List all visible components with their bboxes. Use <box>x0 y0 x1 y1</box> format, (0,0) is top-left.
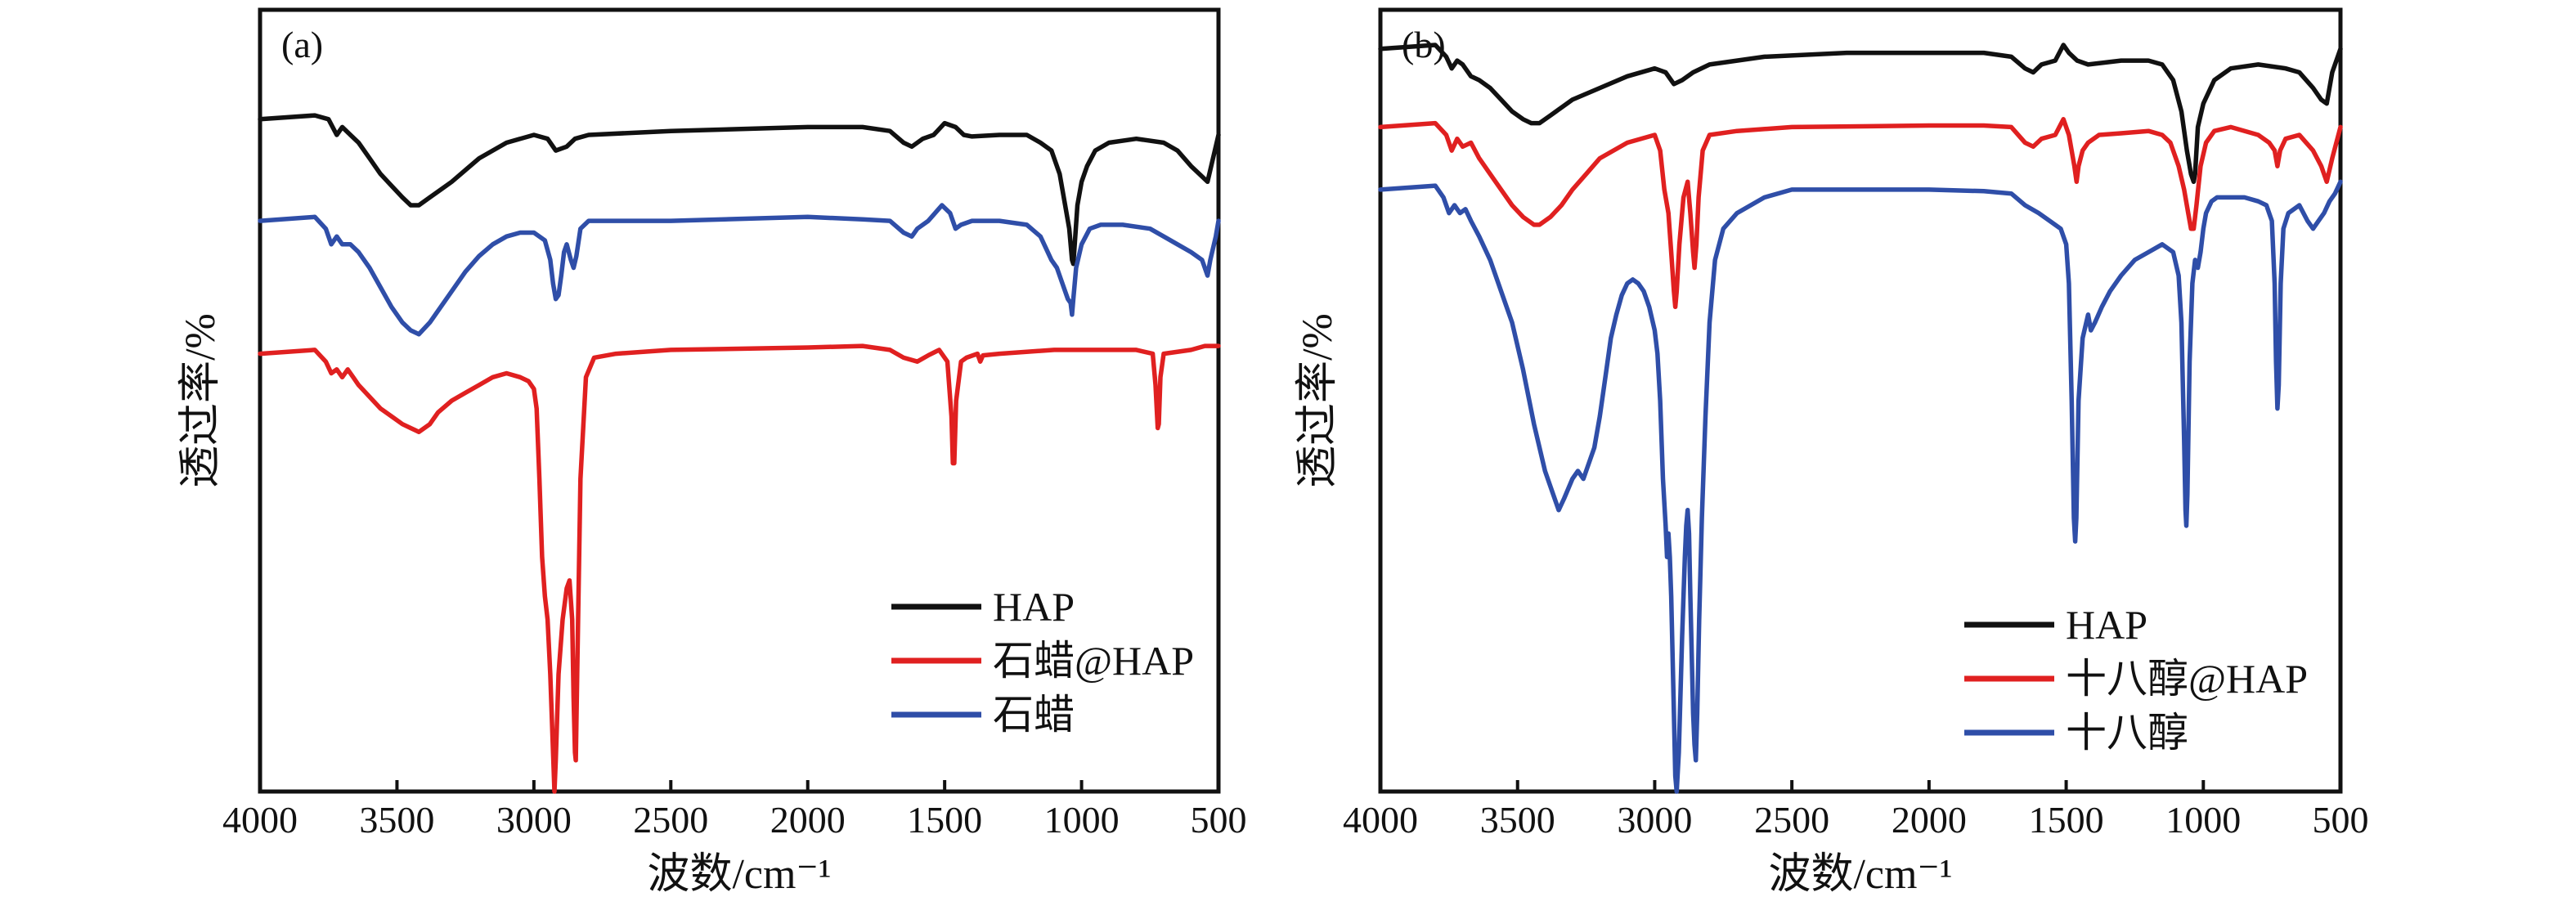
legend-entry-3: 石蜡 <box>993 692 1075 738</box>
legend-entry-1: HAP <box>2066 602 2147 648</box>
x-tick-label: 3500 <box>359 799 434 841</box>
x-tick-label: 1000 <box>2165 799 2241 841</box>
legend-entry-3: 十八醇 <box>2066 710 2188 756</box>
series-line-3 <box>258 203 1221 337</box>
series-line-1 <box>1378 43 2343 185</box>
x-tick-label: 500 <box>2313 799 2369 841</box>
plot-frame <box>1378 7 2343 794</box>
series-line-2 <box>1378 117 2343 310</box>
x-tick-label: 1000 <box>1044 799 1120 841</box>
x-axis-label: 波数/cm⁻¹ <box>647 851 831 898</box>
legend-entry-1: HAP <box>993 584 1075 630</box>
panel-label: (b) <box>1402 24 1446 65</box>
legend-entry-2: 石蜡@HAP <box>993 638 1194 684</box>
x-tick-label: 3500 <box>1480 799 1555 841</box>
panel-label: (a) <box>281 24 323 65</box>
series-line-2 <box>258 343 1221 794</box>
plot-frame <box>258 7 1221 794</box>
x-tick-label: 1500 <box>907 799 982 841</box>
x-tick-label: 500 <box>1191 799 1247 841</box>
y-axis-label: 透过率/% <box>177 313 224 488</box>
panel-a: 4000 3500 3000 2500 2000 1500 1000 500 (a) 波数/cm⁻… <box>177 7 1247 898</box>
x-tick-label: 2000 <box>1892 799 1967 841</box>
series-line-1 <box>258 113 1221 267</box>
x-axis-label: 波数/cm⁻¹ <box>1768 851 1952 898</box>
legend-entry-2: 十八醇@HAP <box>2066 656 2308 702</box>
x-tick-label: 2000 <box>770 799 846 841</box>
x-tick-label: 3000 <box>496 799 572 841</box>
x-tick-label: 4000 <box>222 799 298 841</box>
x-tick-label: 3000 <box>1617 799 1692 841</box>
series-line-3 <box>1378 179 2343 794</box>
panel-b: 4000 3500 3000 2500 2000 1500 1000 500 (b) 波数/cm⁻… <box>1295 7 2369 898</box>
x-tick-label: 2500 <box>1754 799 1829 841</box>
x-tick-label: 2500 <box>633 799 708 841</box>
x-tick-label: 1500 <box>2029 799 2104 841</box>
x-tick-label: 4000 <box>1343 799 1418 841</box>
y-axis-label: 透过率/% <box>1295 313 1341 488</box>
